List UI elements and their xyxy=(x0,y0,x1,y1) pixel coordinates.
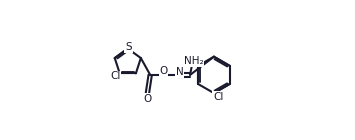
Text: NH₂: NH₂ xyxy=(184,56,204,66)
Text: N: N xyxy=(176,67,184,77)
Text: S: S xyxy=(125,42,132,52)
Text: Cl: Cl xyxy=(110,72,121,81)
Text: O: O xyxy=(159,66,168,76)
Text: Cl: Cl xyxy=(213,92,223,102)
Text: O: O xyxy=(143,94,152,104)
